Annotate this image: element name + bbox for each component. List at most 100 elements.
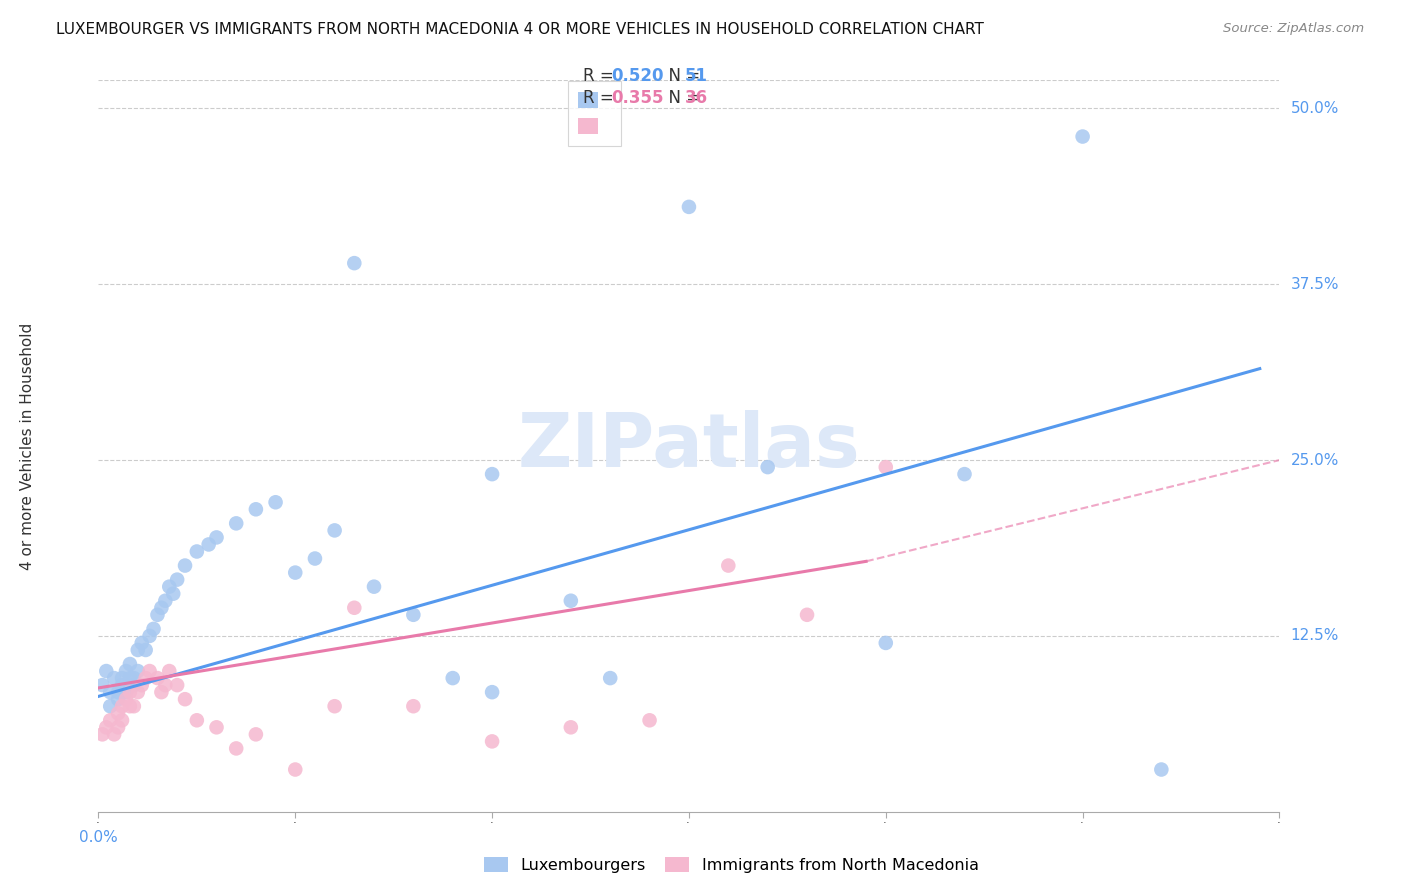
Point xyxy=(481,467,503,482)
Point xyxy=(1071,129,1094,144)
Point xyxy=(304,551,326,566)
Point xyxy=(118,685,141,699)
Point xyxy=(284,763,307,777)
Point xyxy=(402,699,425,714)
Point xyxy=(560,720,582,734)
Point xyxy=(138,664,160,678)
Point xyxy=(122,678,145,692)
Text: R =: R = xyxy=(583,89,620,107)
Point xyxy=(107,692,129,706)
Point xyxy=(115,664,138,678)
Point xyxy=(138,629,160,643)
Text: 37.5%: 37.5% xyxy=(1291,277,1339,292)
Point xyxy=(264,495,287,509)
Point xyxy=(205,530,228,544)
Point xyxy=(135,643,157,657)
Point xyxy=(343,256,366,270)
Text: N =: N = xyxy=(658,89,706,107)
Point xyxy=(323,699,346,714)
Text: R =: R = xyxy=(583,67,620,85)
Point xyxy=(146,671,169,685)
Point xyxy=(174,558,197,573)
Point xyxy=(115,692,138,706)
Point xyxy=(98,714,121,728)
Point xyxy=(96,664,118,678)
Point xyxy=(1150,763,1173,777)
Point xyxy=(323,524,346,538)
Point xyxy=(186,714,208,728)
Point xyxy=(363,580,385,594)
Point xyxy=(111,678,134,692)
Point xyxy=(796,607,818,622)
Point xyxy=(96,720,118,734)
Point xyxy=(166,573,188,587)
Point xyxy=(91,678,114,692)
Legend: , : , xyxy=(568,81,621,145)
Point xyxy=(245,502,267,516)
Point xyxy=(756,460,779,475)
Point xyxy=(115,685,138,699)
Point xyxy=(225,516,247,531)
Point xyxy=(343,600,366,615)
Text: 36: 36 xyxy=(685,89,707,107)
Text: LUXEMBOURGER VS IMMIGRANTS FROM NORTH MACEDONIA 4 OR MORE VEHICLES IN HOUSEHOLD : LUXEMBOURGER VS IMMIGRANTS FROM NORTH MA… xyxy=(56,22,984,37)
Point xyxy=(875,636,897,650)
Text: 25.0%: 25.0% xyxy=(1291,452,1339,467)
Point xyxy=(150,685,173,699)
Point xyxy=(111,714,134,728)
Point xyxy=(127,643,149,657)
Point xyxy=(111,671,134,685)
Point xyxy=(402,607,425,622)
Point xyxy=(107,685,129,699)
Point xyxy=(481,685,503,699)
Point xyxy=(122,671,145,685)
Point xyxy=(166,678,188,692)
Point xyxy=(118,671,141,685)
Text: 51: 51 xyxy=(685,67,707,85)
Text: ZIPatlas: ZIPatlas xyxy=(517,409,860,483)
Point xyxy=(127,664,149,678)
Point xyxy=(103,727,125,741)
Point xyxy=(284,566,307,580)
Point xyxy=(98,699,121,714)
Point xyxy=(118,699,141,714)
Point xyxy=(441,671,464,685)
Legend: Luxembourgers, Immigrants from North Macedonia: Luxembourgers, Immigrants from North Mac… xyxy=(477,851,986,880)
Point xyxy=(91,727,114,741)
Point xyxy=(135,671,157,685)
Point xyxy=(157,664,180,678)
Point xyxy=(560,593,582,607)
Text: 4 or more Vehicles in Household: 4 or more Vehicles in Household xyxy=(20,322,35,570)
Point xyxy=(481,734,503,748)
Point xyxy=(127,685,149,699)
Text: 0.520: 0.520 xyxy=(612,67,664,85)
Point xyxy=(118,657,141,671)
Point xyxy=(245,727,267,741)
Point xyxy=(174,692,197,706)
Point xyxy=(155,593,177,607)
Point xyxy=(205,720,228,734)
Point xyxy=(155,678,177,692)
Point xyxy=(107,706,129,721)
Point xyxy=(111,699,134,714)
Point xyxy=(103,671,125,685)
Point xyxy=(197,537,219,551)
Point xyxy=(717,558,740,573)
Text: Source: ZipAtlas.com: Source: ZipAtlas.com xyxy=(1223,22,1364,36)
Text: N =: N = xyxy=(658,67,706,85)
Point xyxy=(146,607,169,622)
Point xyxy=(131,678,153,692)
Point xyxy=(107,720,129,734)
Point xyxy=(131,636,153,650)
Point xyxy=(678,200,700,214)
Text: 50.0%: 50.0% xyxy=(1291,101,1339,116)
Point xyxy=(157,580,180,594)
Point xyxy=(599,671,621,685)
Point xyxy=(225,741,247,756)
Point xyxy=(875,460,897,475)
Point xyxy=(186,544,208,558)
Point xyxy=(953,467,976,482)
Point xyxy=(150,600,173,615)
Text: 0.355: 0.355 xyxy=(612,89,664,107)
Point xyxy=(162,587,184,601)
